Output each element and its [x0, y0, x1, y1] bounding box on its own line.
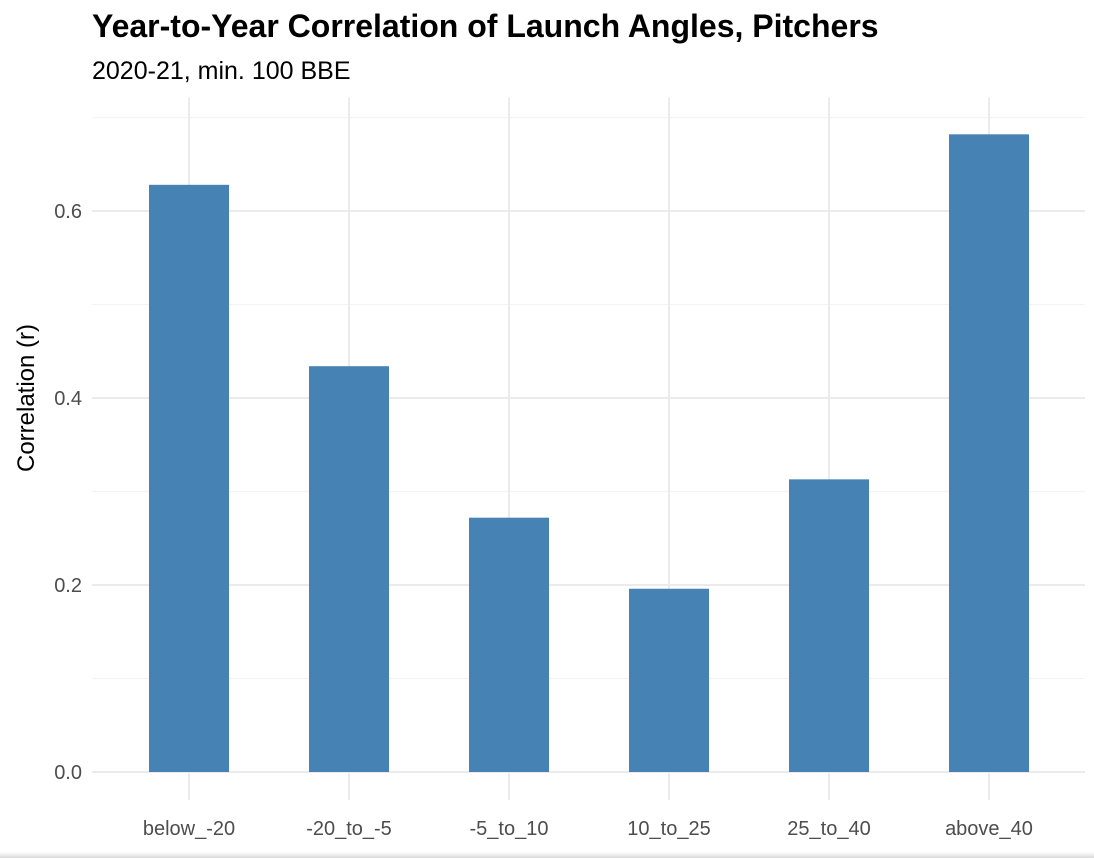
- bar: [469, 517, 549, 772]
- x-tick-label: -5_to_10: [470, 818, 549, 840]
- bar: [309, 366, 389, 772]
- x-tick-label: below_-20: [143, 818, 235, 840]
- y-tick-label: 0.6: [54, 201, 82, 223]
- x-tick-label: 25_to_40: [787, 818, 870, 840]
- y-tick-label: 0.2: [54, 575, 82, 597]
- chart-title: Year-to-Year Correlation of Launch Angle…: [92, 8, 879, 44]
- bars-layer: [149, 134, 1029, 772]
- chart-subtitle: 2020-21, min. 100 BBE: [92, 57, 351, 85]
- x-tick-label: -20_to_-5: [306, 818, 392, 840]
- bar: [949, 134, 1029, 772]
- bar: [149, 184, 229, 772]
- y-tick-label: 0.0: [54, 762, 82, 784]
- x-axis-ticks: below_-20 -20_to_-5 -5_to_10 10_to_25 25_to_…: [143, 818, 1033, 840]
- y-axis-title: Correlation (r): [13, 324, 40, 472]
- bar: [789, 479, 869, 772]
- window-bottom-edge: [0, 852, 1094, 858]
- grid-layer: [92, 97, 1085, 800]
- bar: [629, 588, 709, 772]
- y-axis-ticks: 0.0 0.2 0.4 0.6: [54, 201, 82, 784]
- y-tick-label: 0.4: [54, 388, 82, 410]
- x-tick-label: 10_to_25: [627, 818, 710, 840]
- x-tick-label: above_40: [945, 818, 1033, 840]
